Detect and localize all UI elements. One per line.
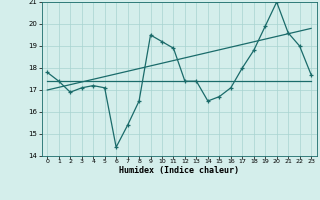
X-axis label: Humidex (Indice chaleur): Humidex (Indice chaleur) [119,166,239,175]
